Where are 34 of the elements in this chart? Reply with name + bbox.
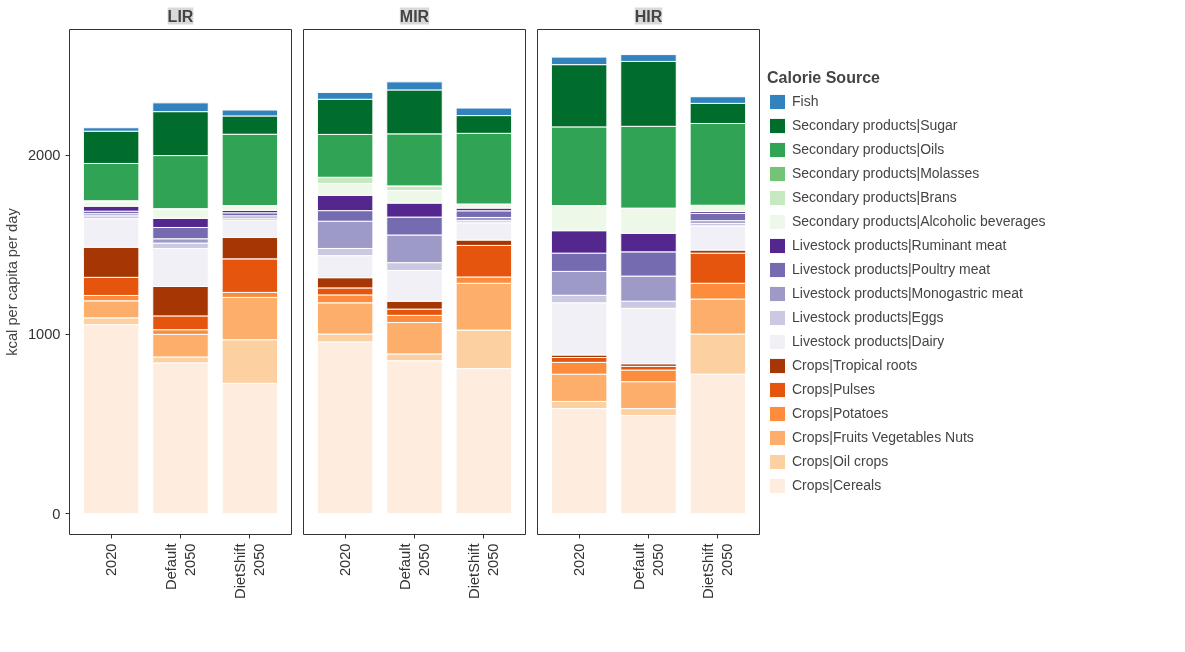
- legend-label: Crops|Fruits Vegetables Nuts: [792, 428, 974, 447]
- x-tick-label: Default 2050: [630, 543, 667, 590]
- legend-title: Calorie Source: [767, 68, 881, 87]
- x-tick-label: Default 2050: [396, 543, 433, 590]
- legend-label: Secondary products|Sugar: [792, 116, 958, 135]
- chart-title: MIR: [399, 7, 430, 25]
- legend-label: Livestock products|Eggs: [792, 308, 944, 327]
- x-tick-label: DietShift 2050: [700, 543, 736, 599]
- legend-label: Livestock products|Ruminant meat: [792, 236, 1007, 255]
- legend-label: Livestock products|Monogastric meat: [792, 284, 1023, 303]
- legend-label: Secondary products|Brans: [792, 188, 957, 207]
- x-tick-label: 2020: [337, 543, 354, 577]
- y-tick-label: 2000: [27, 147, 61, 164]
- x-tick-label: Default 2050: [162, 543, 199, 590]
- x-tick-label: DietShift 2050: [232, 543, 268, 599]
- y-tick-label: 1000: [27, 326, 61, 343]
- y-tick-label: 0: [52, 505, 61, 522]
- x-tick-label: 2020: [103, 543, 120, 577]
- legend-label: Crops|Cereals: [792, 476, 882, 495]
- x-tick-label: 2020: [571, 543, 588, 577]
- chart-title: LIR: [167, 7, 194, 25]
- legend-label: Crops|Potatoes: [792, 404, 889, 423]
- legend-label: Secondary products|Oils: [792, 140, 945, 159]
- legend-label: Crops|Pulses: [792, 380, 876, 399]
- legend-label: Livestock products|Dairy: [792, 332, 945, 351]
- legend-label: Secondary products|Molasses: [792, 164, 980, 183]
- legend-label: Crops|Tropical roots: [792, 356, 918, 375]
- legend-label: Secondary products|Alcoholic beverages: [792, 212, 1046, 231]
- y-axis-title: kcal per capita per day: [3, 207, 20, 356]
- legend-label: Crops|Oil crops: [792, 452, 889, 471]
- legend-label: Livestock products|Poultry meat: [792, 260, 991, 279]
- x-tick-label: DietShift 2050: [466, 543, 502, 599]
- legend-label: Fish: [792, 92, 819, 111]
- chart-title: HIR: [634, 7, 663, 25]
